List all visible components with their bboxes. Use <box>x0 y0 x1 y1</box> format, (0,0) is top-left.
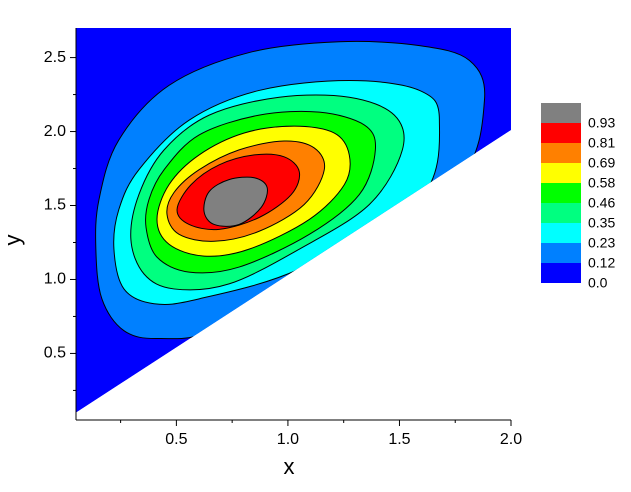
colorbar-box <box>541 263 581 283</box>
y-tick-label: 2.0 <box>44 123 66 140</box>
y-tick-label: 1.5 <box>44 197 66 214</box>
colorbar-box <box>541 143 581 163</box>
colorbar-box <box>541 183 581 203</box>
colorbar-label: 0.12 <box>588 255 615 271</box>
colorbar-label: 0.23 <box>588 235 615 251</box>
y-tick-label: 2.5 <box>44 49 66 66</box>
colorbar-box <box>541 203 581 223</box>
colorbar-box <box>541 103 581 123</box>
x-tick-label: 2.0 <box>500 431 522 448</box>
x-tick-label: 1.5 <box>388 431 410 448</box>
colorbar-box <box>541 163 581 183</box>
colorbar-label: 0.58 <box>588 175 615 191</box>
y-axis-label: y <box>0 235 25 246</box>
colorbar-label: 0.69 <box>588 155 615 171</box>
x-axis-label: x <box>284 454 295 479</box>
plot-area <box>76 28 511 413</box>
x-tick-label: 1.0 <box>277 431 299 448</box>
contour-region <box>203 176 268 227</box>
colorbar-label: 0.46 <box>588 195 615 211</box>
x-tick-label: 0.5 <box>165 431 187 448</box>
colorbar-box <box>541 243 581 263</box>
colorbar-box <box>541 223 581 243</box>
y-tick-label: 1.0 <box>44 271 66 288</box>
colorbar-label: 0.93 <box>588 115 615 131</box>
colorbar-label: 0.0 <box>588 275 608 291</box>
colorbar-label: 0.81 <box>588 135 615 151</box>
colorbar-label: 0.35 <box>588 215 615 231</box>
y-tick-label: 0.5 <box>44 345 66 362</box>
colorbar-box <box>541 123 581 143</box>
